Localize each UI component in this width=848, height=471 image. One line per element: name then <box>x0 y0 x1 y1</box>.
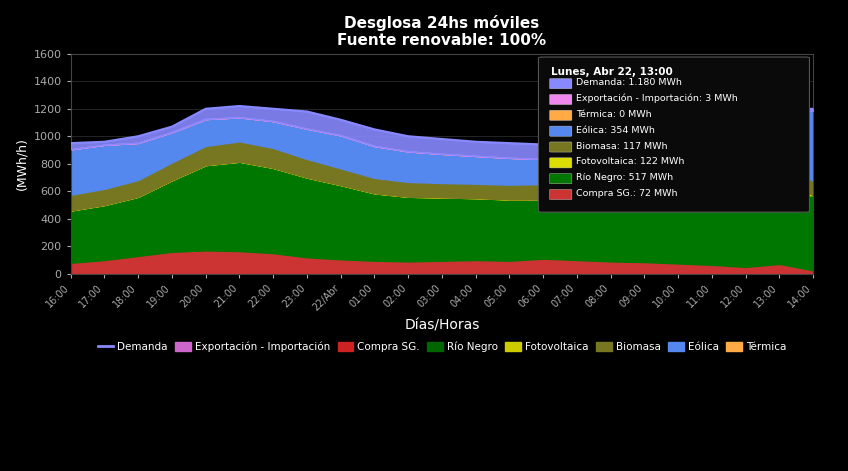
FancyBboxPatch shape <box>550 142 572 152</box>
Text: Biomasa: 117 MWh: Biomasa: 117 MWh <box>577 142 668 151</box>
Text: Eólica: 354 MWh: Eólica: 354 MWh <box>577 126 656 135</box>
FancyBboxPatch shape <box>550 110 572 121</box>
Text: Demanda: 1.180 MWh: Demanda: 1.180 MWh <box>577 78 682 87</box>
FancyBboxPatch shape <box>538 57 810 212</box>
Text: Lunes, Abr 22, 13:00: Lunes, Abr 22, 13:00 <box>551 67 672 77</box>
Text: Térmica: 0 MWh: Térmica: 0 MWh <box>577 110 652 119</box>
Title: Desglosa 24hs móviles
Fuente renovable: 100%: Desglosa 24hs móviles Fuente renovable: … <box>338 15 546 49</box>
Text: Fotovoltaica: 122 MWh: Fotovoltaica: 122 MWh <box>577 157 684 166</box>
FancyBboxPatch shape <box>550 79 572 89</box>
FancyBboxPatch shape <box>550 189 572 200</box>
Text: Exportación - Importación: 3 MWh: Exportación - Importación: 3 MWh <box>577 94 738 103</box>
Legend: Demanda, Exportación - Importación, Compra SG., Río Negro, Fotovoltaica, Biomasa: Demanda, Exportación - Importación, Comp… <box>93 338 790 357</box>
FancyBboxPatch shape <box>550 158 572 168</box>
FancyBboxPatch shape <box>550 95 572 105</box>
FancyBboxPatch shape <box>550 174 572 184</box>
Text: Río Negro: 517 MWh: Río Negro: 517 MWh <box>577 173 673 182</box>
Y-axis label: (MWh/h): (MWh/h) <box>15 138 28 190</box>
X-axis label: Días/Horas: Días/Horas <box>404 318 480 333</box>
FancyBboxPatch shape <box>550 126 572 136</box>
Text: Compra SG.: 72 MWh: Compra SG.: 72 MWh <box>577 189 678 198</box>
